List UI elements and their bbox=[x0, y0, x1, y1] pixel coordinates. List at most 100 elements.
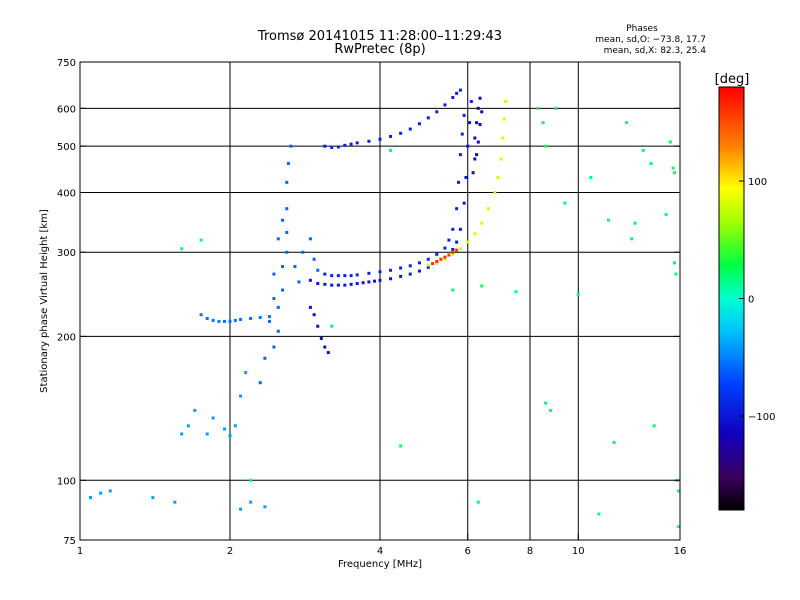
echo-point bbox=[504, 100, 508, 104]
echo-point bbox=[674, 272, 678, 276]
echo-point bbox=[544, 144, 548, 148]
echo-point bbox=[673, 171, 677, 175]
echo-point bbox=[399, 131, 403, 135]
y-tick-label: 500 bbox=[57, 142, 76, 153]
echo-point bbox=[276, 305, 280, 309]
echo-point bbox=[276, 329, 280, 333]
echo-point bbox=[426, 263, 430, 267]
echo-point bbox=[336, 145, 340, 149]
echo-point bbox=[458, 227, 462, 231]
echo-point bbox=[389, 268, 393, 272]
echo-point bbox=[435, 252, 439, 256]
echo-point bbox=[286, 161, 290, 165]
echo-point bbox=[630, 237, 634, 241]
echo-point bbox=[205, 432, 209, 436]
phases-stats-o: mean, sd,O: −73.8, 17.7 bbox=[595, 35, 706, 45]
echo-point bbox=[502, 117, 506, 121]
echo-point bbox=[652, 424, 656, 428]
echo-point bbox=[496, 175, 500, 179]
echo-point bbox=[458, 88, 462, 92]
y-tick-label: 300 bbox=[57, 248, 76, 259]
echo-point bbox=[308, 237, 312, 241]
echo-point bbox=[330, 283, 334, 287]
echo-point bbox=[443, 246, 447, 250]
echo-point bbox=[326, 351, 330, 355]
echo-point bbox=[473, 232, 477, 236]
echo-point bbox=[541, 121, 545, 125]
echo-point bbox=[186, 424, 190, 428]
echo-point bbox=[319, 336, 323, 340]
echo-point bbox=[462, 201, 466, 205]
echo-point bbox=[263, 356, 267, 360]
echo-point bbox=[677, 525, 681, 529]
echo-point bbox=[625, 121, 629, 125]
echo-point bbox=[471, 171, 475, 175]
x-tick-label: 4 bbox=[377, 546, 383, 557]
echo-point bbox=[258, 316, 262, 320]
echo-point bbox=[233, 424, 237, 428]
echo-point bbox=[239, 507, 243, 511]
echo-point bbox=[297, 280, 301, 284]
echo-point bbox=[549, 408, 553, 412]
echo-point bbox=[486, 207, 490, 211]
echo-point bbox=[641, 148, 645, 152]
y-tick-label: 750 bbox=[57, 58, 76, 69]
x-tick-label: 10 bbox=[572, 546, 585, 557]
echo-point bbox=[217, 319, 221, 323]
echo-point bbox=[316, 324, 320, 328]
echo-point bbox=[99, 491, 103, 495]
echo-point bbox=[228, 434, 232, 438]
echo-point bbox=[478, 96, 482, 100]
echo-point bbox=[258, 381, 262, 385]
echo-point bbox=[378, 270, 382, 274]
echo-point bbox=[316, 268, 320, 272]
echo-point bbox=[272, 272, 276, 276]
echo-point bbox=[316, 282, 320, 286]
echo-point bbox=[308, 278, 312, 282]
echo-point bbox=[447, 238, 451, 242]
echo-point bbox=[323, 272, 327, 276]
echo-point bbox=[281, 265, 285, 269]
echo-point bbox=[576, 292, 580, 296]
echo-point bbox=[443, 255, 447, 259]
echo-point bbox=[399, 274, 403, 278]
y-tick-label: 100 bbox=[57, 476, 76, 487]
echo-point bbox=[426, 116, 430, 120]
echo-point bbox=[451, 247, 455, 251]
echo-point bbox=[239, 317, 243, 321]
echo-point bbox=[281, 218, 285, 222]
echo-point bbox=[476, 140, 480, 144]
echo-point bbox=[466, 144, 470, 148]
echo-point bbox=[211, 318, 215, 322]
echo-point bbox=[451, 288, 455, 292]
echo-point bbox=[285, 230, 289, 234]
echo-point bbox=[473, 157, 477, 161]
echo-point bbox=[272, 345, 276, 349]
chart-title: Tromsø 20141015 11:28:00–11:29:43 bbox=[257, 29, 502, 44]
echo-point bbox=[460, 132, 464, 136]
x-tick-label: 8 bbox=[527, 546, 533, 557]
echo-point bbox=[469, 100, 473, 104]
phases-stats-title: Phases bbox=[626, 24, 658, 34]
grid-lines bbox=[80, 62, 680, 540]
echo-point bbox=[193, 408, 197, 412]
echo-point bbox=[480, 221, 484, 225]
echo-point bbox=[233, 318, 237, 322]
echo-point bbox=[673, 261, 677, 265]
echo-point bbox=[417, 261, 421, 265]
echo-point bbox=[239, 394, 243, 398]
echo-point bbox=[475, 121, 479, 125]
echo-point bbox=[223, 319, 227, 323]
echo-point bbox=[199, 313, 203, 317]
echo-point bbox=[349, 142, 353, 146]
echo-point bbox=[330, 324, 334, 328]
echo-point bbox=[276, 237, 280, 241]
echo-point bbox=[408, 272, 412, 276]
echo-point bbox=[633, 221, 637, 225]
echo-point bbox=[267, 319, 271, 323]
echo-point bbox=[361, 281, 365, 285]
echo-point bbox=[553, 106, 557, 110]
echo-point bbox=[475, 153, 479, 157]
echo-point bbox=[308, 305, 312, 309]
